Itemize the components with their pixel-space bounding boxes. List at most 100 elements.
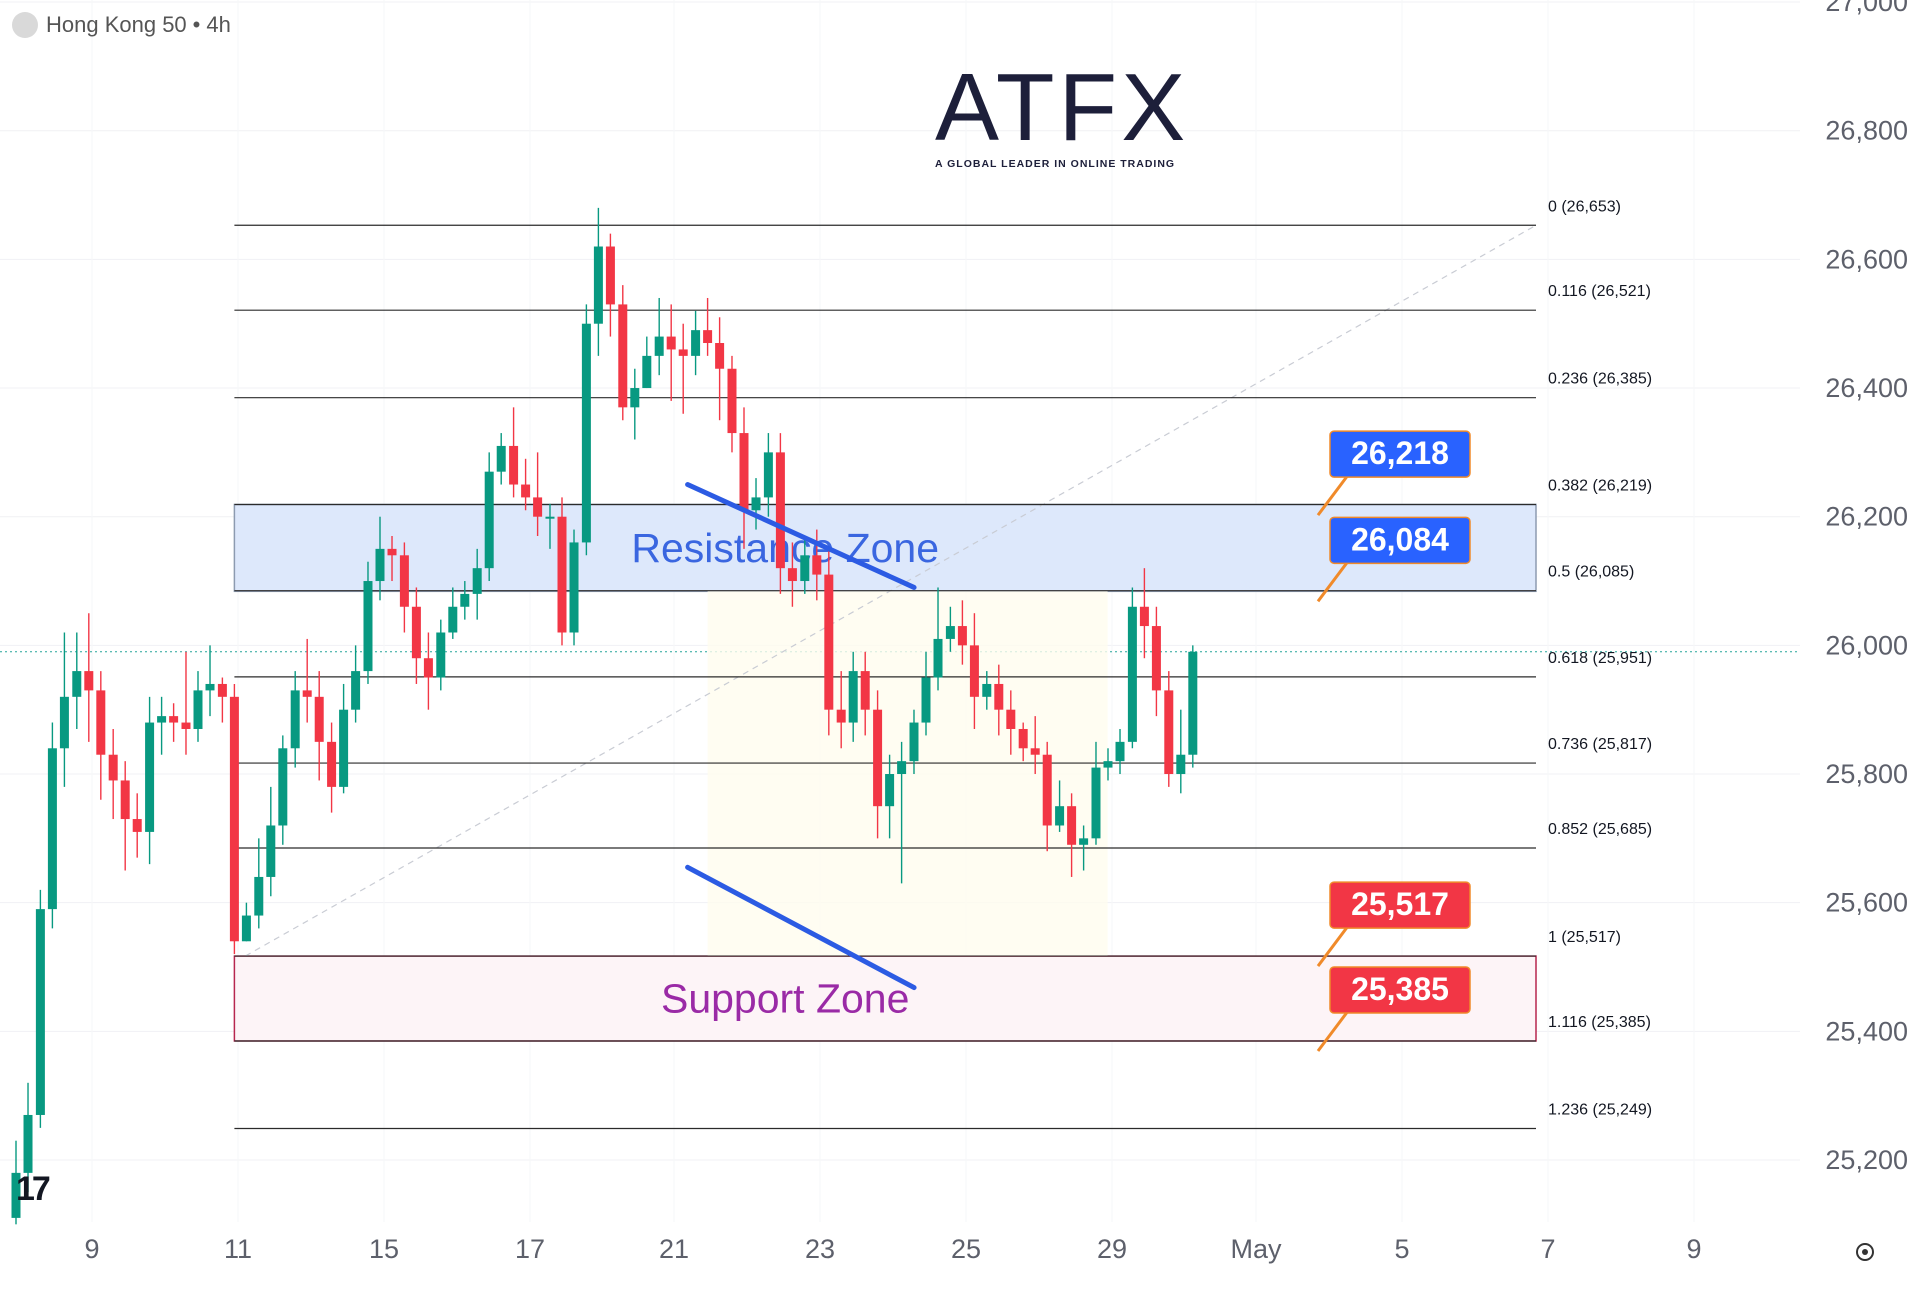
candle-body bbox=[423, 658, 433, 678]
logo-tagline: A GLOBAL LEADER IN ONLINE TRADING bbox=[935, 158, 1176, 170]
candle-body bbox=[921, 677, 931, 723]
candle-body bbox=[193, 690, 203, 729]
fib-level-label: 0.116 (26,521) bbox=[1548, 283, 1651, 300]
channel-lower-line bbox=[685, 864, 917, 991]
candle-body bbox=[860, 671, 870, 710]
y-axis-tick-label: 25,600 bbox=[1825, 888, 1908, 918]
candle-body bbox=[448, 606, 458, 633]
candle-body bbox=[1176, 754, 1186, 775]
candle-body bbox=[496, 445, 506, 472]
candle-body bbox=[836, 709, 846, 723]
fib-level-label: 1 (25,517) bbox=[1548, 929, 1621, 946]
candle-body bbox=[1091, 767, 1101, 839]
fib-level-label: 0.382 (26,219) bbox=[1548, 477, 1652, 494]
candle-body bbox=[472, 568, 482, 594]
x-axis-tick-label: 29 bbox=[1097, 1234, 1127, 1264]
symbol-interval: 4h bbox=[206, 12, 231, 37]
settings-gear-icon[interactable] bbox=[1856, 1243, 1874, 1261]
candle-body bbox=[1055, 806, 1065, 826]
candle-body bbox=[327, 741, 337, 787]
candle-body bbox=[848, 671, 858, 723]
candle-body bbox=[23, 1114, 33, 1173]
candle-body bbox=[969, 645, 979, 697]
candle-body bbox=[399, 555, 409, 607]
logo-word: ATFX bbox=[935, 54, 1190, 161]
symbol-name: Hong Kong 50 bbox=[46, 12, 187, 37]
fib-level-label: 0.5 (26,085) bbox=[1548, 564, 1634, 581]
candle-body bbox=[581, 323, 591, 543]
fib-level-label: 0 (26,653) bbox=[1548, 198, 1621, 215]
candle-body bbox=[1067, 806, 1077, 845]
candle-body bbox=[666, 336, 676, 350]
y-axis-tick-label: 26,000 bbox=[1825, 630, 1908, 660]
price-callout-pointer bbox=[1316, 474, 1350, 517]
y-axis-tick-label: 26,200 bbox=[1825, 502, 1908, 532]
y-axis-tick-label: 25,400 bbox=[1825, 1016, 1908, 1046]
candle-body bbox=[521, 484, 531, 498]
candle-body bbox=[460, 593, 470, 607]
candle-body bbox=[751, 497, 761, 511]
candle-body bbox=[982, 683, 992, 697]
x-axis-tick-label: 11 bbox=[224, 1234, 252, 1264]
resistance-zone-label: Resistance Zone bbox=[631, 525, 939, 571]
symbol-header[interactable]: Hong Kong 50 • 4h bbox=[12, 12, 231, 38]
candle-body bbox=[290, 690, 300, 749]
candle-body bbox=[11, 1172, 21, 1218]
candle-body bbox=[1164, 690, 1174, 775]
price-callout-pointer bbox=[1316, 1010, 1350, 1052]
candle-body bbox=[775, 452, 785, 569]
candle-body bbox=[994, 683, 1004, 710]
candle-body bbox=[278, 748, 288, 826]
y-axis-tick-label: 25,200 bbox=[1825, 1145, 1908, 1175]
x-axis-tick-label: 9 bbox=[1686, 1234, 1701, 1264]
candle-body bbox=[484, 471, 494, 569]
tradingview-logo[interactable]: 17 bbox=[16, 1170, 51, 1208]
symbol-separator: • bbox=[192, 12, 201, 37]
candle-body bbox=[375, 548, 385, 582]
candle-body bbox=[1030, 748, 1040, 755]
candle-body bbox=[812, 555, 822, 575]
candle-body bbox=[411, 606, 421, 659]
x-axis-tick-label: 23 bbox=[805, 1234, 835, 1264]
candle-body bbox=[266, 825, 276, 877]
candle-body bbox=[145, 722, 155, 832]
candle-body bbox=[436, 632, 446, 678]
fib-level-label: 1.116 (25,385) bbox=[1548, 1014, 1651, 1031]
x-axis-tick-label: 9 bbox=[84, 1234, 99, 1264]
candle-body bbox=[120, 780, 130, 820]
symbol-icon bbox=[12, 12, 38, 38]
candle-body bbox=[1188, 651, 1198, 755]
candle-body bbox=[885, 774, 895, 807]
candle-body bbox=[351, 671, 361, 710]
candle-body bbox=[703, 330, 713, 344]
candle-body bbox=[314, 696, 324, 742]
candle-body bbox=[35, 909, 45, 1115]
candle-body bbox=[72, 671, 82, 697]
price-callout-label: 25,385 bbox=[1351, 971, 1449, 1007]
candle-body bbox=[1103, 761, 1113, 768]
x-axis-tick-label: 5 bbox=[1394, 1234, 1409, 1264]
candle-body bbox=[545, 516, 555, 519]
candle-body bbox=[824, 574, 834, 710]
x-axis-tick-label: 17 bbox=[515, 1234, 545, 1264]
settings-gear-center-icon bbox=[1862, 1249, 1868, 1255]
candle-body bbox=[873, 709, 883, 807]
candle-body bbox=[642, 355, 652, 389]
price-callout-label: 25,517 bbox=[1351, 886, 1449, 922]
candle-body bbox=[59, 696, 69, 749]
candle-body bbox=[363, 581, 373, 672]
candle-body bbox=[1042, 754, 1052, 826]
candle-body bbox=[557, 516, 567, 633]
candle-body bbox=[945, 626, 955, 639]
candle-body bbox=[132, 819, 142, 832]
candle-body bbox=[897, 761, 907, 775]
x-axis-tick-label: 7 bbox=[1540, 1234, 1555, 1264]
price-callout-pointer bbox=[1316, 560, 1350, 603]
candle-body bbox=[217, 683, 227, 697]
channel-upper-line bbox=[685, 482, 917, 590]
candle-body bbox=[229, 696, 239, 942]
candle-body bbox=[254, 876, 264, 916]
y-axis-tick-label: 27,000 bbox=[1825, 0, 1908, 17]
